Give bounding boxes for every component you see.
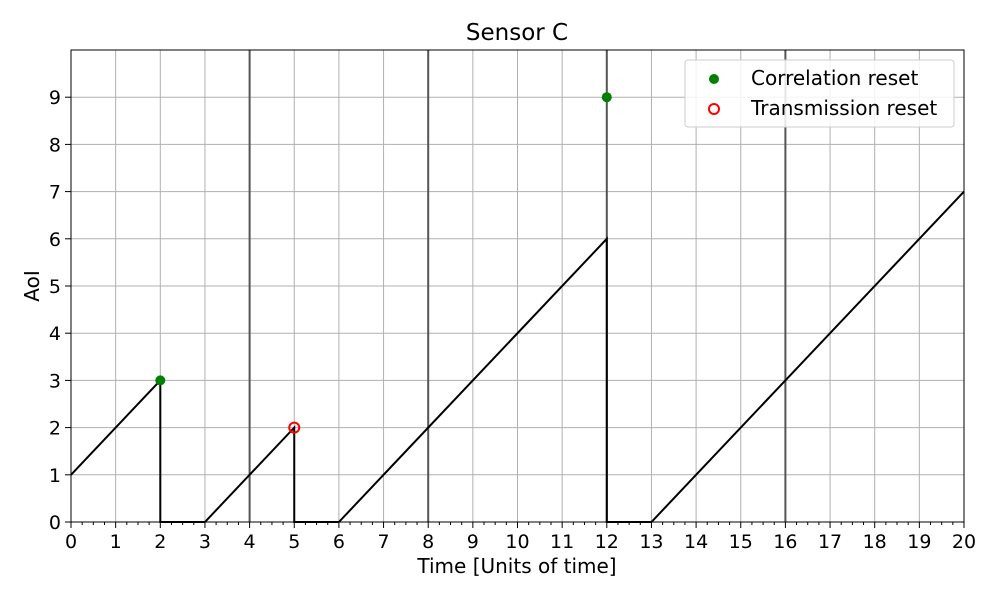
y-tick-label: 4 xyxy=(49,323,61,345)
x-tick-label: 7 xyxy=(378,531,390,553)
x-tick-label: 17 xyxy=(818,531,842,553)
legend-correlation-marker xyxy=(709,74,719,84)
plot-area xyxy=(70,49,965,523)
y-tick-label: 9 xyxy=(49,87,61,109)
y-tick-label: 1 xyxy=(49,465,61,487)
x-tick-label: 12 xyxy=(595,531,619,553)
y-axis: 0 1 2 3 4 5 6 7 8 9 xyxy=(49,87,71,534)
x-tick-label: 20 xyxy=(952,531,976,553)
x-tick-label: 6 xyxy=(333,531,345,553)
x-axis-label: Time [Units of time] xyxy=(416,554,616,578)
correlation-reset-point xyxy=(155,375,166,386)
x-tick-label: 11 xyxy=(550,531,574,553)
x-tick-label: 10 xyxy=(505,531,529,553)
y-tick-label: 8 xyxy=(49,134,61,156)
x-tick-label: 14 xyxy=(684,531,708,553)
legend-transmission-label: Transmission reset xyxy=(750,96,937,120)
transmission-reset-point xyxy=(288,421,301,434)
legend: Correlation reset Transmission reset xyxy=(684,59,955,128)
y-tick-label: 7 xyxy=(49,182,61,204)
x-tick-label: 13 xyxy=(639,531,663,553)
x-tick-label: 2 xyxy=(154,531,166,553)
x-tick-label: 9 xyxy=(467,531,479,553)
legend-box xyxy=(684,59,955,128)
y-tick-label: 3 xyxy=(49,370,61,392)
y-tick-label: 5 xyxy=(49,276,61,298)
y-tick-label: 2 xyxy=(49,418,61,440)
legend-transmission-marker xyxy=(708,103,720,115)
x-tick-label: 8 xyxy=(422,531,434,553)
x-tick-label: 5 xyxy=(288,531,300,553)
chart-title: Sensor C xyxy=(466,20,568,46)
correlation-reset-point xyxy=(601,92,612,103)
scatter-layer xyxy=(155,92,612,434)
x-tick-label: 4 xyxy=(244,531,256,553)
x-tick-label: 15 xyxy=(729,531,753,553)
x-tick-label: 1 xyxy=(110,531,122,553)
x-axis: 0 1 2 3 4 5 6 7 8 9 10 11 12 13 14 15 16 17 18 19 20 xyxy=(65,522,976,553)
x-tick-label: 0 xyxy=(65,531,77,553)
legend-correlation-label: Correlation reset xyxy=(751,66,918,90)
x-tick-label: 3 xyxy=(199,531,211,553)
y-tick-label: 6 xyxy=(49,229,61,251)
y-tick-label: 0 xyxy=(49,512,61,534)
x-tick-label: 19 xyxy=(907,531,931,553)
y-axis-label: AoI xyxy=(20,270,44,301)
x-tick-label: 16 xyxy=(773,531,797,553)
x-tick-label: 18 xyxy=(863,531,887,553)
